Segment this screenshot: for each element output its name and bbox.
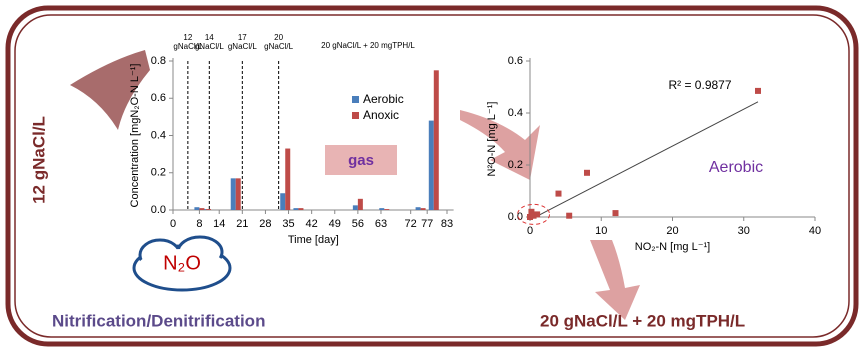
bar	[194, 207, 199, 210]
page: gas 12 gNaCl/L N₂O Nitrification/Denitri…	[0, 0, 864, 352]
x-tick-label: 0	[170, 218, 176, 230]
phase-label: gNaCl/L	[228, 42, 257, 51]
x-axis-label: Time [day]	[288, 234, 339, 246]
y-tick-label: 0.0	[151, 204, 166, 216]
x-tick-label: 10	[595, 225, 607, 237]
y-tick-label: 0.4	[151, 129, 166, 141]
phase-note: 20 gNaCl/L + 20 mgTPH/L	[321, 41, 415, 50]
point	[566, 213, 572, 219]
y-tick-label: 0.6	[508, 55, 523, 67]
bar	[280, 193, 285, 210]
x-tick-label: 63	[375, 218, 387, 230]
phase-label: gNaCl/L	[264, 42, 293, 51]
legend-label: Aerobic	[363, 92, 404, 106]
x-tick-label: 28	[259, 218, 271, 230]
x-tick-label: 56	[352, 218, 364, 230]
x-tick-label: 30	[738, 225, 750, 237]
bar	[236, 178, 241, 210]
x-tick-label: 49	[329, 218, 341, 230]
legend-swatch	[352, 112, 359, 119]
r2-label: R² = 0.9877	[668, 78, 731, 92]
x-tick-label: 35	[282, 218, 294, 230]
bar	[379, 208, 384, 210]
y-tick-label: 0.2	[508, 159, 523, 171]
bar	[231, 178, 236, 210]
graphic-abstract: gas 12 gNaCl/L N₂O Nitrification/Denitri…	[0, 0, 864, 352]
cloud-label: N₂O	[163, 252, 201, 274]
bar	[416, 207, 421, 210]
bar	[353, 205, 358, 210]
point	[534, 211, 540, 217]
y-tick-label: 0.0	[508, 211, 523, 223]
bottom-left-label: Nitrification/Denitrification	[52, 311, 265, 330]
point	[755, 88, 761, 94]
bar	[429, 121, 434, 210]
legend-label: Anoxic	[363, 108, 399, 122]
gas-label: gas	[348, 152, 374, 169]
bar	[298, 208, 303, 210]
x-tick-label: 20	[666, 225, 678, 237]
bar	[293, 208, 298, 210]
phase-label: 17	[238, 33, 247, 42]
point	[584, 170, 590, 176]
bar	[285, 149, 290, 210]
bar	[434, 70, 439, 210]
annotation: Aerobic	[709, 159, 763, 176]
bar	[384, 209, 389, 210]
phase-label: gNaCl/L	[195, 42, 224, 51]
x-axis-label: NO₂-N [mg L⁻¹]	[635, 241, 710, 253]
bar	[421, 208, 426, 210]
bar	[199, 208, 204, 210]
legend-swatch	[352, 96, 359, 103]
x-tick-label: 21	[236, 218, 248, 230]
phase-label: 12	[183, 33, 192, 42]
point	[613, 210, 619, 216]
x-tick-label: 0	[527, 225, 533, 237]
y-tick-label: 0.4	[508, 107, 523, 119]
y-axis-label: N²O-N [mg L⁻¹]	[486, 102, 498, 177]
x-tick-label: 83	[441, 218, 453, 230]
phase-label: 20	[274, 33, 283, 42]
x-tick-label: 8	[196, 218, 202, 230]
point	[556, 191, 562, 197]
x-tick-label: 40	[809, 225, 821, 237]
y-axis-label: Concentration [mgN₂O-N L⁻¹]	[129, 64, 141, 208]
x-tick-label: 77	[421, 218, 433, 230]
x-tick-label: 42	[306, 218, 318, 230]
bar	[358, 199, 363, 210]
x-tick-label: 14	[213, 218, 225, 230]
phase-label: 14	[205, 33, 214, 42]
x-tick-label: 72	[405, 218, 417, 230]
y-tick-label: 0.2	[151, 167, 166, 179]
bar	[206, 209, 211, 210]
bottom-right-label: 20 gNaCl/L + 20 mgTPH/L	[540, 311, 745, 330]
y-tick-label: 0.8	[151, 55, 166, 67]
left-label: 12 gNaCl/L	[29, 116, 48, 204]
y-tick-label: 0.6	[151, 92, 166, 104]
